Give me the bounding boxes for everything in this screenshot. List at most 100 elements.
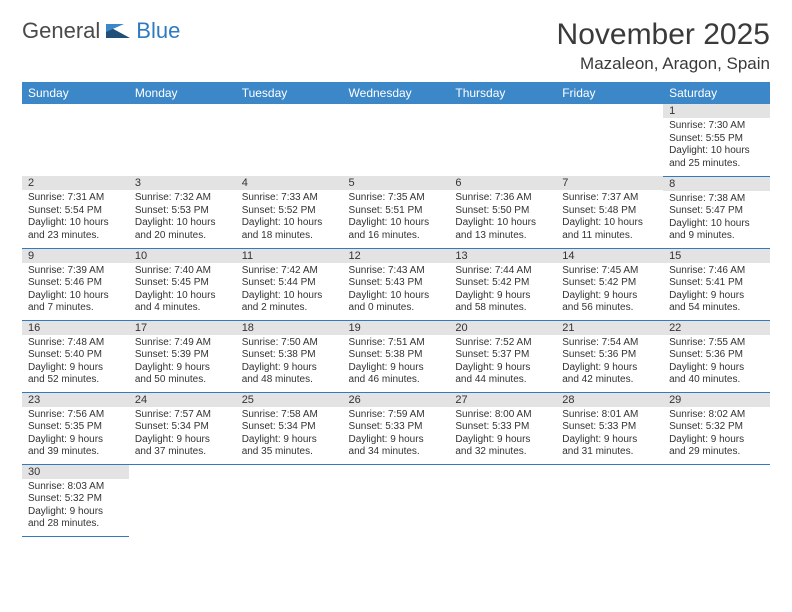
calendar-week-row: 9Sunrise: 7:39 AMSunset: 5:46 PMDaylight… xyxy=(22,248,770,320)
calendar-cell xyxy=(129,464,236,536)
calendar-cell: 11Sunrise: 7:42 AMSunset: 5:44 PMDayligh… xyxy=(236,248,343,320)
calendar-cell xyxy=(556,104,663,176)
day-details: Sunrise: 7:36 AMSunset: 5:50 PMDaylight:… xyxy=(449,190,556,246)
day-number: 8 xyxy=(663,177,770,191)
calendar-cell: 15Sunrise: 7:46 AMSunset: 5:41 PMDayligh… xyxy=(663,248,770,320)
calendar-cell xyxy=(556,464,663,536)
weekday-header-row: SundayMondayTuesdayWednesdayThursdayFrid… xyxy=(22,82,770,104)
day-number: 27 xyxy=(449,393,556,407)
calendar-cell: 29Sunrise: 8:02 AMSunset: 5:32 PMDayligh… xyxy=(663,392,770,464)
weekday-header: Friday xyxy=(556,82,663,104)
calendar-cell: 3Sunrise: 7:32 AMSunset: 5:53 PMDaylight… xyxy=(129,176,236,248)
calendar-cell xyxy=(236,104,343,176)
calendar-cell: 17Sunrise: 7:49 AMSunset: 5:39 PMDayligh… xyxy=(129,320,236,392)
month-title: November 2025 xyxy=(557,18,770,52)
day-details: Sunrise: 7:46 AMSunset: 5:41 PMDaylight:… xyxy=(663,263,770,319)
logo-text-blue: Blue xyxy=(136,18,180,44)
day-details: Sunrise: 7:30 AMSunset: 5:55 PMDaylight:… xyxy=(663,118,770,174)
day-details: Sunrise: 7:38 AMSunset: 5:47 PMDaylight:… xyxy=(663,191,770,247)
calendar-cell: 28Sunrise: 8:01 AMSunset: 5:33 PMDayligh… xyxy=(556,392,663,464)
calendar-cell: 13Sunrise: 7:44 AMSunset: 5:42 PMDayligh… xyxy=(449,248,556,320)
day-number: 13 xyxy=(449,249,556,263)
calendar-cell: 6Sunrise: 7:36 AMSunset: 5:50 PMDaylight… xyxy=(449,176,556,248)
day-details: Sunrise: 7:54 AMSunset: 5:36 PMDaylight:… xyxy=(556,335,663,391)
day-number: 29 xyxy=(663,393,770,407)
calendar-cell xyxy=(343,464,450,536)
calendar-cell: 16Sunrise: 7:48 AMSunset: 5:40 PMDayligh… xyxy=(22,320,129,392)
calendar-cell xyxy=(22,104,129,176)
day-number: 28 xyxy=(556,393,663,407)
day-number: 12 xyxy=(343,249,450,263)
calendar-table: SundayMondayTuesdayWednesdayThursdayFrid… xyxy=(22,82,770,537)
day-details: Sunrise: 7:56 AMSunset: 5:35 PMDaylight:… xyxy=(22,407,129,463)
day-number: 30 xyxy=(22,465,129,479)
day-number: 25 xyxy=(236,393,343,407)
day-number: 21 xyxy=(556,321,663,335)
day-details: Sunrise: 7:37 AMSunset: 5:48 PMDaylight:… xyxy=(556,190,663,246)
calendar-cell xyxy=(236,464,343,536)
logo-text-general: General xyxy=(22,18,100,44)
day-number: 7 xyxy=(556,176,663,190)
calendar-cell: 9Sunrise: 7:39 AMSunset: 5:46 PMDaylight… xyxy=(22,248,129,320)
day-number: 10 xyxy=(129,249,236,263)
header: General Blue November 2025 Mazaleon, Ara… xyxy=(22,18,770,74)
day-number: 20 xyxy=(449,321,556,335)
calendar-cell: 10Sunrise: 7:40 AMSunset: 5:45 PMDayligh… xyxy=(129,248,236,320)
day-details: Sunrise: 7:33 AMSunset: 5:52 PMDaylight:… xyxy=(236,190,343,246)
location: Mazaleon, Aragon, Spain xyxy=(557,54,770,74)
day-number: 22 xyxy=(663,321,770,335)
day-details: Sunrise: 7:42 AMSunset: 5:44 PMDaylight:… xyxy=(236,263,343,319)
calendar-cell: 2Sunrise: 7:31 AMSunset: 5:54 PMDaylight… xyxy=(22,176,129,248)
weekday-header: Tuesday xyxy=(236,82,343,104)
calendar-cell: 21Sunrise: 7:54 AMSunset: 5:36 PMDayligh… xyxy=(556,320,663,392)
day-details: Sunrise: 7:32 AMSunset: 5:53 PMDaylight:… xyxy=(129,190,236,246)
calendar-cell: 22Sunrise: 7:55 AMSunset: 5:36 PMDayligh… xyxy=(663,320,770,392)
day-details: Sunrise: 7:49 AMSunset: 5:39 PMDaylight:… xyxy=(129,335,236,391)
day-number: 24 xyxy=(129,393,236,407)
day-number: 15 xyxy=(663,249,770,263)
day-number: 18 xyxy=(236,321,343,335)
day-details: Sunrise: 7:45 AMSunset: 5:42 PMDaylight:… xyxy=(556,263,663,319)
calendar-cell: 19Sunrise: 7:51 AMSunset: 5:38 PMDayligh… xyxy=(343,320,450,392)
title-block: November 2025 Mazaleon, Aragon, Spain xyxy=(557,18,770,74)
calendar-cell xyxy=(449,104,556,176)
calendar-cell xyxy=(449,464,556,536)
weekday-header: Sunday xyxy=(22,82,129,104)
day-number: 17 xyxy=(129,321,236,335)
day-details: Sunrise: 7:40 AMSunset: 5:45 PMDaylight:… xyxy=(129,263,236,319)
day-number: 11 xyxy=(236,249,343,263)
day-details: Sunrise: 8:02 AMSunset: 5:32 PMDaylight:… xyxy=(663,407,770,463)
day-number: 26 xyxy=(343,393,450,407)
calendar-body: 1Sunrise: 7:30 AMSunset: 5:55 PMDaylight… xyxy=(22,104,770,536)
day-number: 5 xyxy=(343,176,450,190)
day-number: 23 xyxy=(22,393,129,407)
weekday-header: Saturday xyxy=(663,82,770,104)
calendar-cell: 12Sunrise: 7:43 AMSunset: 5:43 PMDayligh… xyxy=(343,248,450,320)
calendar-cell xyxy=(343,104,450,176)
calendar-cell xyxy=(663,464,770,536)
day-number: 4 xyxy=(236,176,343,190)
day-details: Sunrise: 7:58 AMSunset: 5:34 PMDaylight:… xyxy=(236,407,343,463)
weekday-header: Thursday xyxy=(449,82,556,104)
day-details: Sunrise: 7:35 AMSunset: 5:51 PMDaylight:… xyxy=(343,190,450,246)
calendar-cell: 14Sunrise: 7:45 AMSunset: 5:42 PMDayligh… xyxy=(556,248,663,320)
calendar-cell: 5Sunrise: 7:35 AMSunset: 5:51 PMDaylight… xyxy=(343,176,450,248)
calendar-cell: 4Sunrise: 7:33 AMSunset: 5:52 PMDaylight… xyxy=(236,176,343,248)
day-number: 19 xyxy=(343,321,450,335)
day-details: Sunrise: 7:59 AMSunset: 5:33 PMDaylight:… xyxy=(343,407,450,463)
calendar-cell: 25Sunrise: 7:58 AMSunset: 5:34 PMDayligh… xyxy=(236,392,343,464)
calendar-cell: 20Sunrise: 7:52 AMSunset: 5:37 PMDayligh… xyxy=(449,320,556,392)
day-details: Sunrise: 8:01 AMSunset: 5:33 PMDaylight:… xyxy=(556,407,663,463)
day-details: Sunrise: 8:03 AMSunset: 5:32 PMDaylight:… xyxy=(22,479,129,535)
day-details: Sunrise: 7:48 AMSunset: 5:40 PMDaylight:… xyxy=(22,335,129,391)
day-number: 6 xyxy=(449,176,556,190)
calendar-cell: 26Sunrise: 7:59 AMSunset: 5:33 PMDayligh… xyxy=(343,392,450,464)
calendar-cell: 30Sunrise: 8:03 AMSunset: 5:32 PMDayligh… xyxy=(22,464,129,536)
calendar-cell: 23Sunrise: 7:56 AMSunset: 5:35 PMDayligh… xyxy=(22,392,129,464)
day-number: 1 xyxy=(663,104,770,118)
day-details: Sunrise: 8:00 AMSunset: 5:33 PMDaylight:… xyxy=(449,407,556,463)
calendar-cell: 24Sunrise: 7:57 AMSunset: 5:34 PMDayligh… xyxy=(129,392,236,464)
day-details: Sunrise: 7:52 AMSunset: 5:37 PMDaylight:… xyxy=(449,335,556,391)
calendar-week-row: 16Sunrise: 7:48 AMSunset: 5:40 PMDayligh… xyxy=(22,320,770,392)
calendar-cell: 1Sunrise: 7:30 AMSunset: 5:55 PMDaylight… xyxy=(663,104,770,176)
